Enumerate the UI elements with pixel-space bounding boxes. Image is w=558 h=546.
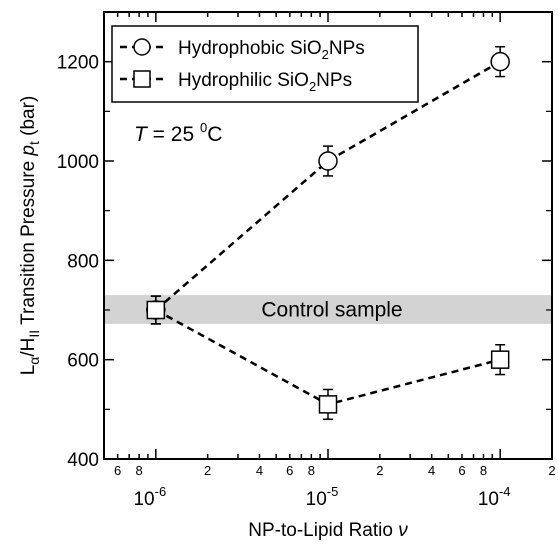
x-tick-exponent: -6 [155, 484, 167, 499]
ylabel-ii: II [26, 330, 42, 338]
legend-label-sub: 2 [309, 79, 316, 94]
y-tick-label: 800 [67, 251, 99, 272]
x-minor-tick-label: 2 [548, 463, 555, 478]
data-point-circle [490, 51, 510, 72]
data-point-square [318, 395, 338, 414]
ylabel-l: L [18, 365, 39, 376]
x-major-tick-label: 10-5 [306, 484, 339, 510]
series-line-1 [155, 60, 501, 311]
y-tick-label: 600 [67, 351, 99, 372]
y-tick-label: 1200 [57, 53, 99, 74]
x-tick-exponent: -5 [327, 484, 339, 499]
x-minor-tick-label: 8 [136, 463, 143, 478]
x-axis-label-text: NP-to-Lipid Ratio [248, 520, 398, 541]
x-minor-tick-label: 8 [480, 463, 487, 478]
x-minor-tick-label: 4 [256, 463, 263, 478]
x-axis: 6 8 2 4 6 8 2 4 6 8 210-6 10-5 10-4 [103, 12, 556, 510]
x-major-tick-label: 10-6 [133, 484, 166, 510]
y-axis: 400 600 800 1000 1200 [57, 53, 552, 471]
y-tick-label: 1000 [57, 152, 99, 173]
legend-label-sub: 2 [322, 47, 329, 62]
legend-box [111, 25, 419, 103]
ylabel-slash-h: /H [18, 338, 39, 357]
control-sample-band [104, 295, 552, 324]
legend-marker-square [133, 70, 151, 88]
legend-label-post: NPs [316, 70, 352, 91]
x-minor-tick-label: 4 [428, 463, 435, 478]
ylabel-mid: Transition Pressure [18, 156, 39, 330]
y-axis-label: Lα/HII Transition Pressure pt (bar) [18, 96, 42, 376]
y-tick-label: 400 [67, 450, 99, 471]
x-major-tick-label: 10-4 [478, 484, 511, 510]
x-minor-tick-label: 8 [308, 463, 315, 478]
x-axis-label: NP-to-Lipid Ratio ν [248, 520, 408, 541]
data-point-circle [318, 151, 338, 171]
x-tick-base: 10 [306, 489, 327, 510]
x-minor-tick-label: 2 [376, 463, 383, 478]
control-sample-label: Control sample [261, 299, 402, 322]
ylabel-p: p [18, 145, 39, 157]
x-minor-tick-label: 6 [458, 463, 465, 478]
annotation-sup: 0 [200, 120, 207, 135]
data-point-square [146, 300, 166, 320]
x-tick-base: 10 [133, 489, 154, 510]
ylabel-t: t [26, 141, 42, 145]
annotation-symbol: T [134, 123, 149, 146]
legend-label: Hydrophobic SiO2NPs [178, 38, 365, 62]
x-minor-tick-label: 6 [114, 463, 121, 478]
legend-label-post: NPs [329, 38, 365, 59]
legend-label-pre: Hydrophobic SiO [178, 38, 322, 59]
ylabel-alpha: α [26, 357, 42, 365]
legend-label: Hydrophilic SiO2NPs [178, 70, 352, 94]
data-points [146, 46, 510, 421]
series-lines [155, 60, 501, 406]
x-minor-tick-label: 6 [286, 463, 293, 478]
x-tick-base: 10 [478, 489, 499, 510]
data-point-square [490, 350, 510, 369]
ylabel-unit: (bar) [18, 96, 39, 141]
x-minor-tick-label: 2 [204, 463, 211, 478]
temperature-annotation: T = 25 0C [134, 120, 222, 146]
x-tick-exponent: -4 [499, 484, 511, 499]
x-axis-label-symbol: ν [398, 520, 408, 541]
annotation-unit: C [207, 123, 222, 146]
legend-label-pre: Hydrophilic SiO [178, 70, 309, 91]
annotation-eq: = 25 [147, 123, 200, 146]
legend-marker-circle [133, 38, 151, 56]
